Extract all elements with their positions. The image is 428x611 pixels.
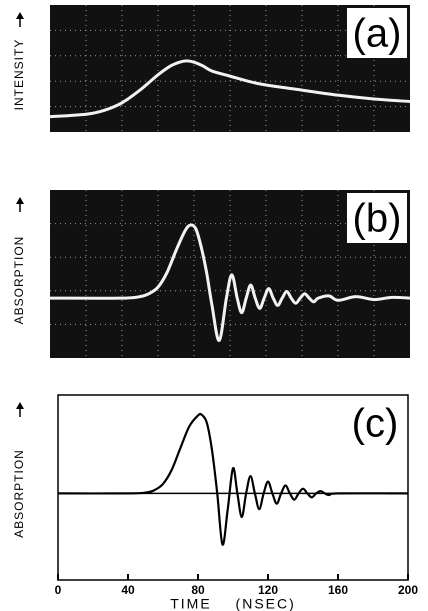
- axis-arrow-head: [16, 12, 24, 19]
- trace: [57, 412, 409, 546]
- x-tick-label: 0: [55, 583, 62, 597]
- panel-tag-box: [347, 8, 407, 58]
- y-axis-label: ABSORPTION: [12, 449, 26, 538]
- trace: [49, 59, 411, 119]
- trace: [49, 223, 411, 342]
- x-axis-label: TIME (NSEC): [170, 596, 296, 611]
- x-tick-label: 40: [121, 583, 135, 597]
- panel-tag-box: [347, 193, 407, 243]
- panel-tag: (c): [352, 402, 399, 446]
- y-axis-label: ABSORPTION: [12, 236, 26, 325]
- plot-area: [57, 394, 409, 581]
- panel-tag: (b): [353, 197, 402, 241]
- axis-arrow-head: [16, 197, 24, 204]
- x-tick-label: 200: [398, 583, 418, 597]
- x-tick-label: 80: [191, 583, 205, 597]
- axis-arrow-head: [16, 402, 24, 409]
- panel-tag: (a): [353, 12, 402, 56]
- x-tick-label: 120: [258, 583, 278, 597]
- x-tick-label: 160: [328, 583, 348, 597]
- y-axis-label: INTENSITY: [12, 39, 26, 111]
